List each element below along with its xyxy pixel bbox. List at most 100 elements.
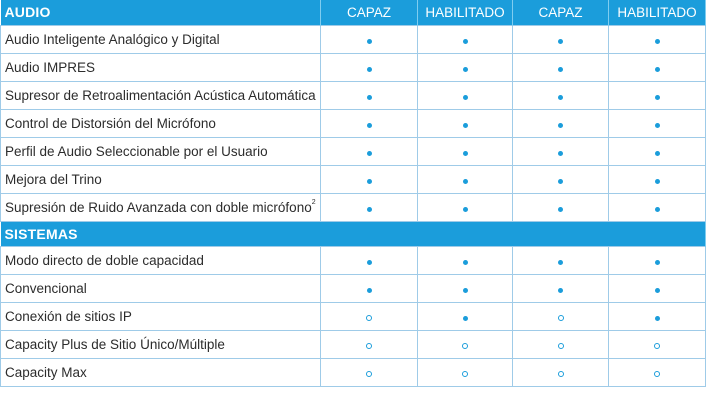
filled-dot-icon bbox=[366, 122, 372, 128]
feature-cell bbox=[320, 192, 418, 222]
feature-cell bbox=[417, 80, 513, 110]
table-row: Supresión de Ruido Avanzada con doble mi… bbox=[0, 192, 706, 222]
section-header-audio: AUDIO CAPAZ HABILITADO CAPAZ HABILITADO bbox=[0, 0, 706, 25]
filled-dot-icon bbox=[654, 206, 660, 212]
feature-cell bbox=[608, 245, 706, 275]
feature-cell bbox=[512, 108, 609, 138]
filled-dot-icon bbox=[654, 150, 660, 156]
filled-dot-icon bbox=[654, 38, 660, 44]
feature-cell bbox=[608, 136, 706, 166]
row-label: Control de Distorsión del Micrófono bbox=[0, 108, 321, 138]
row-label: Audio IMPRES bbox=[0, 52, 321, 82]
filled-dot-icon bbox=[558, 206, 563, 212]
feature-cell bbox=[320, 329, 418, 359]
feature-cell bbox=[320, 52, 418, 82]
feature-cell bbox=[320, 80, 418, 110]
filled-dot-icon bbox=[558, 122, 563, 128]
filled-dot-icon bbox=[462, 206, 468, 212]
row-label: Supresor de Retroalimentación Acústica A… bbox=[0, 80, 321, 110]
feature-cell bbox=[417, 24, 513, 54]
table-row: Audio Inteligente Analógico y Digital bbox=[0, 24, 706, 54]
filled-dot-icon bbox=[654, 94, 660, 100]
filled-dot-icon bbox=[654, 315, 660, 321]
feature-cell bbox=[512, 80, 609, 110]
column-header: HABILITADO bbox=[417, 0, 513, 25]
row-label-text: Convencional bbox=[5, 280, 87, 296]
section-header-sistemas: SISTEMAS bbox=[0, 221, 706, 246]
feature-cell bbox=[417, 301, 513, 331]
filled-dot-icon bbox=[462, 122, 468, 128]
feature-cell bbox=[608, 80, 706, 110]
feature-cell bbox=[320, 301, 418, 331]
feature-cell bbox=[608, 329, 706, 359]
feature-cell bbox=[320, 357, 418, 387]
feature-cell bbox=[608, 108, 706, 138]
feature-cell bbox=[417, 136, 513, 166]
filled-dot-icon bbox=[366, 150, 372, 156]
hollow-dot-icon bbox=[654, 370, 660, 377]
feature-cell bbox=[417, 52, 513, 82]
row-label-text: Supresor de Retroalimentación Acústica A… bbox=[5, 87, 316, 103]
column-header: CAPAZ bbox=[320, 0, 418, 25]
feature-cell bbox=[320, 24, 418, 54]
features-table-body: AUDIO CAPAZ HABILITADO CAPAZ HABILITADO … bbox=[0, 0, 706, 387]
feature-cell bbox=[320, 136, 418, 166]
table-row: Supresor de Retroalimentación Acústica A… bbox=[0, 80, 706, 110]
feature-cell bbox=[608, 164, 706, 194]
feature-cell bbox=[512, 164, 609, 194]
filled-dot-icon bbox=[558, 150, 563, 156]
filled-dot-icon bbox=[366, 287, 372, 293]
table-row: Conexión de sitios IP bbox=[0, 301, 706, 331]
row-label: Perfil de Audio Seleccionable por el Usu… bbox=[0, 136, 321, 166]
filled-dot-icon bbox=[558, 66, 563, 72]
feature-cell bbox=[608, 24, 706, 54]
feature-cell bbox=[608, 301, 706, 331]
hollow-dot-icon bbox=[557, 342, 564, 349]
hollow-dot-icon bbox=[462, 342, 468, 349]
row-label: Mejora del Trino bbox=[0, 164, 321, 194]
table-row: Audio IMPRES bbox=[0, 52, 706, 82]
table-row: Capacity Plus de Sitio Único/Múltiple bbox=[0, 329, 706, 359]
filled-dot-icon bbox=[462, 287, 468, 293]
feature-cell bbox=[512, 329, 609, 359]
row-label-text: Conexión de sitios IP bbox=[5, 308, 132, 324]
row-label: Convencional bbox=[0, 273, 321, 303]
feature-cell bbox=[512, 136, 609, 166]
features-table: AUDIO CAPAZ HABILITADO CAPAZ HABILITADO … bbox=[0, 0, 706, 387]
filled-dot-icon bbox=[462, 259, 468, 265]
hollow-dot-icon bbox=[654, 342, 660, 349]
filled-dot-icon bbox=[366, 94, 372, 100]
hollow-dot-icon bbox=[366, 314, 372, 321]
feature-cell bbox=[608, 357, 706, 387]
filled-dot-icon bbox=[366, 259, 372, 265]
feature-cell bbox=[512, 273, 609, 303]
row-label: Audio Inteligente Analógico y Digital bbox=[0, 24, 321, 54]
table-row: Modo directo de doble capacidad bbox=[0, 245, 706, 275]
row-label-text: Capacity Plus de Sitio Único/Múltiple bbox=[5, 336, 225, 352]
row-label: Capacity Max bbox=[0, 357, 321, 387]
feature-cell bbox=[512, 245, 609, 275]
filled-dot-icon bbox=[654, 259, 660, 265]
feature-cell bbox=[417, 273, 513, 303]
filled-dot-icon bbox=[558, 259, 563, 265]
feature-cell bbox=[608, 52, 706, 82]
section-title: SISTEMAS bbox=[0, 221, 706, 246]
column-header: HABILITADO bbox=[608, 0, 706, 25]
filled-dot-icon bbox=[462, 315, 468, 321]
section-title: AUDIO bbox=[0, 0, 321, 25]
table-row: Convencional bbox=[0, 273, 706, 303]
feature-cell bbox=[512, 192, 609, 222]
filled-dot-icon bbox=[654, 178, 660, 184]
hollow-dot-icon bbox=[557, 314, 564, 321]
table-row: Control de Distorsión del Micrófono bbox=[0, 108, 706, 138]
filled-dot-icon bbox=[462, 178, 468, 184]
filled-dot-icon bbox=[558, 94, 563, 100]
row-label-text: Modo directo de doble capacidad bbox=[5, 252, 204, 268]
hollow-dot-icon bbox=[462, 370, 468, 377]
footnote-marker: 2 bbox=[311, 198, 316, 206]
feature-cell bbox=[512, 24, 609, 54]
feature-cell bbox=[417, 108, 513, 138]
filled-dot-icon bbox=[654, 122, 660, 128]
feature-cell bbox=[320, 245, 418, 275]
feature-cell bbox=[320, 108, 418, 138]
